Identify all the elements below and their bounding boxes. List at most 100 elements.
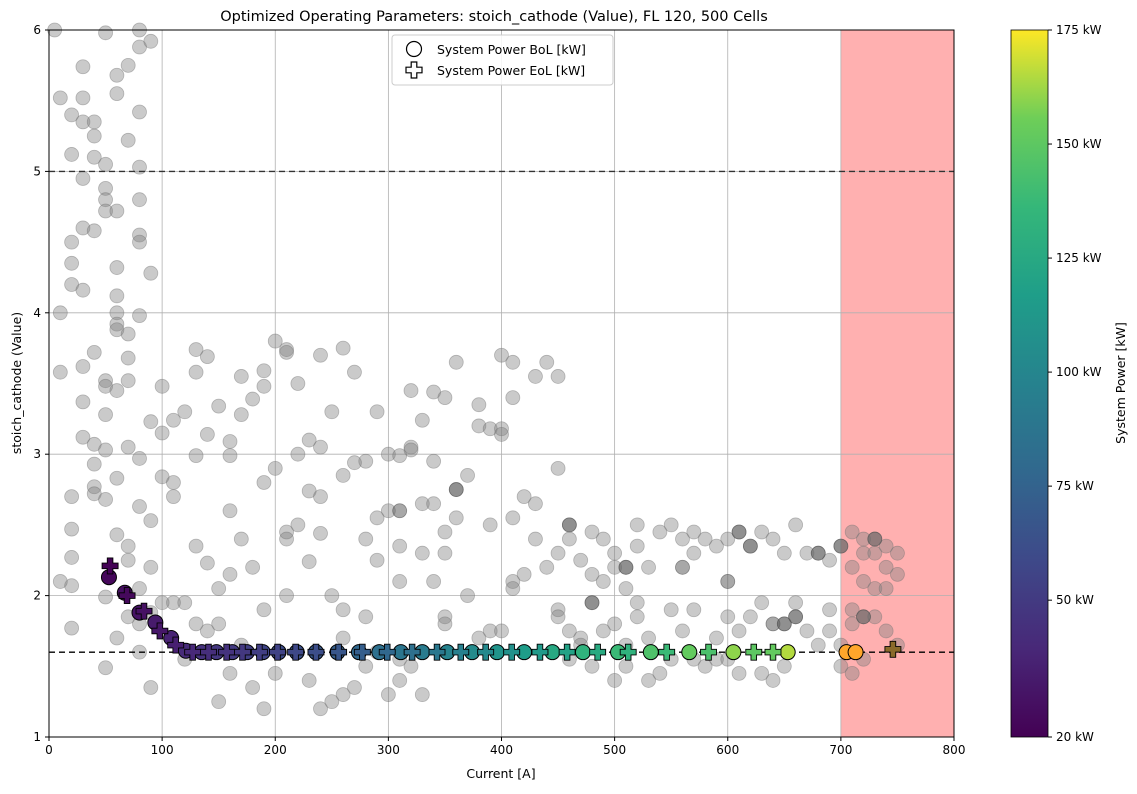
bol-point — [725, 644, 742, 661]
y-tick-label: 3 — [33, 447, 41, 461]
explored-point — [822, 623, 837, 639]
explored-point — [335, 630, 351, 646]
explored-point — [132, 104, 147, 120]
eol-point — [452, 643, 470, 661]
eol-point — [151, 622, 169, 640]
explored-point — [75, 394, 91, 410]
explored-point — [75, 59, 91, 75]
explored-point — [494, 347, 509, 363]
explored-point — [731, 623, 747, 639]
eol-point — [353, 643, 371, 661]
explored-point — [414, 545, 430, 561]
explored-point — [120, 132, 136, 148]
explored-point — [878, 538, 894, 554]
explored-point-overlap — [720, 574, 736, 589]
explored-point — [256, 363, 272, 379]
explored-point — [188, 448, 204, 464]
explored-point — [878, 623, 894, 639]
explored-point — [143, 559, 159, 575]
explored-point — [494, 427, 509, 442]
eol-point — [428, 643, 446, 661]
explored-point — [358, 453, 374, 469]
eol-point — [403, 643, 421, 661]
explored-point — [211, 581, 227, 596]
explored-point — [856, 545, 871, 561]
explored-point — [52, 574, 68, 589]
explored-point — [109, 383, 125, 398]
explored-point — [663, 517, 679, 533]
explored-point — [109, 322, 125, 338]
explored-point — [109, 470, 125, 486]
explored-point — [154, 378, 170, 394]
legend-label-eol: System Power EoL [kW] — [437, 63, 585, 78]
explored-point — [822, 552, 837, 568]
explored-point — [86, 486, 102, 502]
explored-point — [64, 489, 80, 505]
explored-point — [720, 531, 736, 547]
explored-point — [550, 369, 566, 384]
explored-point — [267, 665, 283, 681]
eol-point — [503, 643, 521, 661]
explored-point — [64, 620, 80, 636]
explored-point — [75, 429, 91, 445]
explored-point — [120, 350, 136, 366]
explored-point — [324, 694, 340, 710]
explored-point — [482, 623, 498, 639]
explored-point — [505, 510, 521, 526]
explored-point — [132, 234, 147, 250]
explored-point — [143, 33, 159, 49]
explored-point — [471, 630, 487, 646]
x-tick-label: 300 — [377, 743, 400, 757]
explored-point — [86, 223, 102, 239]
explored-point — [64, 147, 80, 162]
explored-point — [132, 451, 147, 466]
explored-point — [595, 574, 611, 589]
explored-point-overlap — [856, 609, 871, 625]
explored-point-overlap — [392, 503, 408, 519]
explored-point — [471, 418, 487, 434]
explored-point — [233, 407, 249, 423]
explored-point — [618, 658, 634, 674]
explored-point — [199, 555, 215, 571]
explored-point — [64, 578, 80, 594]
explored-point-overlap — [448, 482, 464, 497]
explored-point — [686, 545, 702, 561]
eol-point — [269, 643, 286, 661]
explored-point — [392, 448, 408, 464]
explored-point — [867, 545, 883, 561]
explored-point — [222, 448, 238, 464]
explored-point — [301, 432, 317, 448]
explored-point — [629, 517, 645, 533]
explored-point — [98, 180, 113, 196]
explored-point — [844, 524, 860, 540]
explored-point-overlap — [776, 616, 792, 632]
explored-point — [109, 630, 125, 646]
x-tick-label: 800 — [943, 743, 966, 757]
explored-point — [279, 344, 294, 360]
explored-point — [754, 595, 770, 611]
explored-point — [75, 171, 91, 186]
eol-point — [307, 643, 325, 661]
explored-point — [132, 581, 147, 596]
explored-point-overlap — [731, 524, 747, 540]
explored-point — [98, 442, 113, 458]
bol-point — [847, 644, 864, 661]
explored-point — [75, 282, 91, 298]
explored-point — [98, 378, 113, 394]
explored-point — [86, 128, 102, 144]
explored-point — [595, 623, 611, 639]
explored-point — [890, 566, 905, 582]
explored-point — [697, 658, 713, 674]
explored-point — [550, 602, 566, 618]
explored-point — [301, 673, 317, 688]
colorbar-tick-label: 150 kW — [1056, 137, 1102, 151]
x-tick-label: 600 — [716, 743, 739, 757]
explored-point — [856, 574, 871, 589]
explored-point — [528, 531, 543, 547]
chart-title: Optimized Operating Parameters: stoich_c… — [220, 9, 768, 25]
explored-point — [52, 364, 68, 380]
explored-point — [143, 513, 159, 529]
explored-point — [742, 609, 758, 625]
explored-point — [98, 492, 113, 507]
explored-point — [166, 412, 181, 428]
